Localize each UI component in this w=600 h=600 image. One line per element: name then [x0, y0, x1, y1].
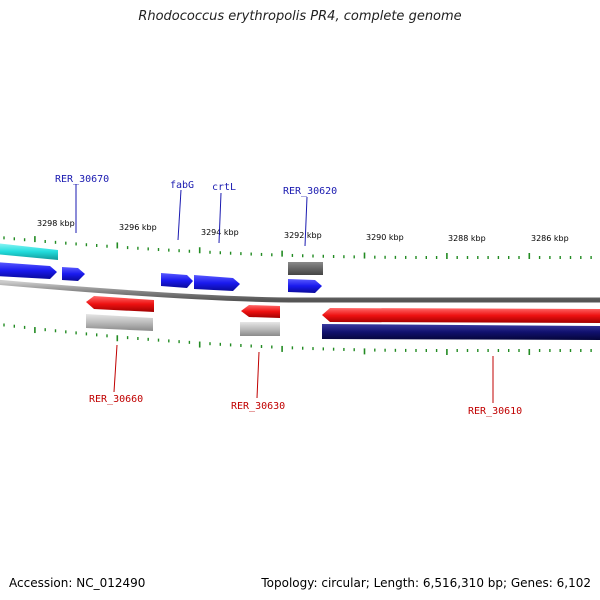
- reverse-gene-labels: RER_30660 RER_30630 RER_30610: [89, 344, 522, 417]
- scale-label: 3298 kbp: [37, 219, 75, 228]
- gene-forward[interactable]: [0, 262, 57, 279]
- accession-text: Accession: NC_012490: [9, 576, 146, 590]
- upper-tick-track: [3, 236, 592, 259]
- feature-grey[interactable]: [240, 322, 280, 336]
- scale-labels: 3298 kbp 3296 kbp 3294 kbp 3292 kbp 3290…: [37, 219, 569, 243]
- gene-forward[interactable]: [161, 273, 193, 288]
- gene-label-rer-30660[interactable]: RER_30660: [89, 394, 143, 405]
- genome-stats-text: Topology: circular; Length: 6,516,310 bp…: [261, 576, 591, 590]
- forward-gene-labels: RER_30670 fabG crtL RER_30620: [55, 174, 337, 247]
- gene-forward[interactable]: [288, 279, 322, 293]
- gene-label-rer-30670[interactable]: RER_30670: [55, 174, 109, 185]
- gene-label-crtl[interactable]: crtL: [212, 182, 236, 193]
- lower-tick-track: [3, 323, 592, 355]
- gene-label-rer-30630[interactable]: RER_30630: [231, 401, 285, 412]
- scale-label: 3290 kbp: [366, 233, 404, 242]
- feature-dark-grey[interactable]: [288, 262, 323, 275]
- gene-reverse[interactable]: [322, 308, 600, 323]
- scale-label: 3288 kbp: [448, 234, 486, 243]
- gene-forward[interactable]: [194, 275, 240, 291]
- scale-label: 3292 kbp: [284, 231, 322, 240]
- genome-backbone: [0, 279, 600, 303]
- feature-grey[interactable]: [86, 314, 153, 331]
- gene-forward[interactable]: [62, 267, 85, 281]
- gene-label-fabg[interactable]: fabG: [170, 180, 194, 191]
- gene-reverse[interactable]: [86, 296, 154, 312]
- feature-cyan[interactable]: [0, 243, 58, 260]
- scale-label: 3286 kbp: [531, 234, 569, 243]
- gene-label-rer-30610[interactable]: RER_30610: [468, 406, 522, 417]
- map-title: Rhodococcus erythropolis PR4, complete g…: [138, 9, 462, 24]
- scale-label: 3296 kbp: [119, 223, 157, 232]
- gene-label-rer-30620[interactable]: RER_30620: [283, 186, 337, 197]
- gene-reverse[interactable]: [241, 305, 280, 318]
- feature-navy[interactable]: [322, 324, 600, 340]
